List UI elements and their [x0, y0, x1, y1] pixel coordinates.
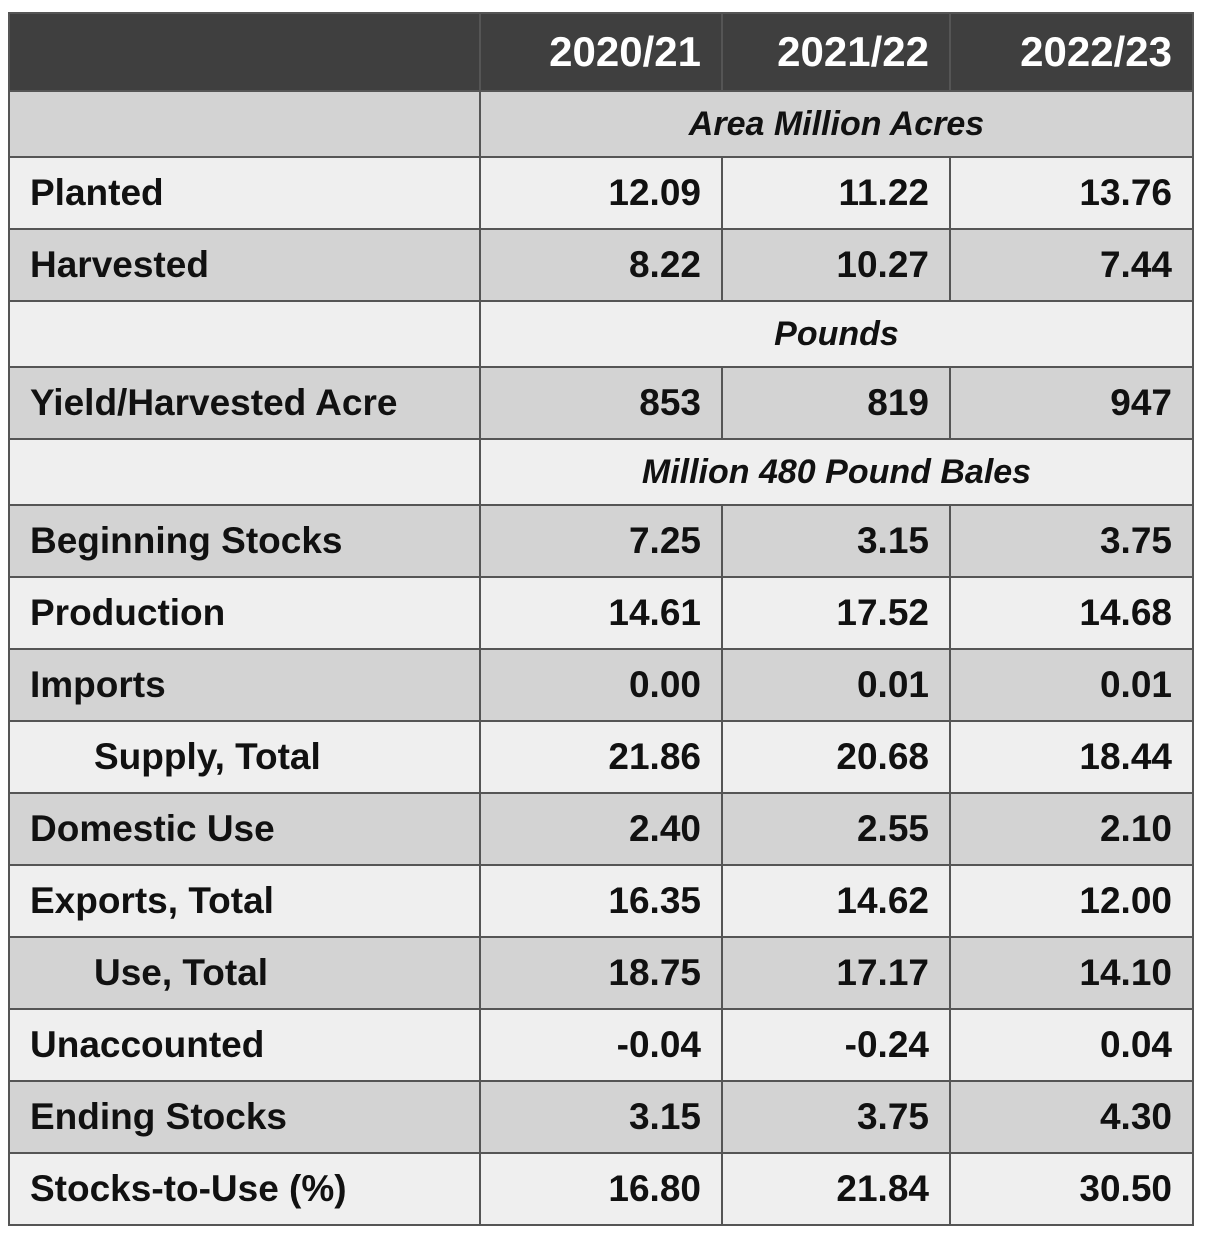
value-cell: 853 [479, 366, 723, 440]
value-cell: 14.62 [721, 864, 951, 938]
data-row: Stocks-to-Use (%) 16.80 21.84 30.50 [8, 1152, 1194, 1226]
row-label: Supply, Total [8, 720, 481, 794]
label-cell [8, 90, 481, 158]
value-cell: 14.10 [949, 936, 1194, 1010]
data-row: Ending Stocks 3.15 3.75 4.30 [8, 1080, 1194, 1154]
value-cell: -0.24 [721, 1008, 951, 1082]
value-cell: 13.76 [949, 156, 1194, 230]
value-cell: 30.50 [949, 1152, 1194, 1226]
value-cell: 16.80 [479, 1152, 723, 1226]
value-cell: 14.61 [479, 576, 723, 650]
row-label: Beginning Stocks [8, 504, 481, 578]
row-label: Ending Stocks [8, 1080, 481, 1154]
value-cell: -0.04 [479, 1008, 723, 1082]
supply-demand-table: 2020/21 2021/22 2022/23 Area Million Acres… [8, 12, 1194, 1226]
label-cell [8, 438, 481, 506]
row-label: Yield/Harvested Acre [8, 366, 481, 440]
unit-label: Million 480 Pound Bales [479, 438, 1194, 506]
unit-label: Area Million Acres [479, 90, 1194, 158]
unit-label: Pounds [479, 300, 1194, 368]
row-label: Harvested [8, 228, 481, 302]
row-label: Planted [8, 156, 481, 230]
data-row: Exports, Total 16.35 14.62 12.00 [8, 864, 1194, 938]
row-label: Stocks-to-Use (%) [8, 1152, 481, 1226]
header-row: 2020/21 2021/22 2022/23 [8, 12, 1194, 92]
row-label: Domestic Use [8, 792, 481, 866]
row-label: Imports [8, 648, 481, 722]
value-cell: 819 [721, 366, 951, 440]
data-row: Unaccounted -0.04 -0.24 0.04 [8, 1008, 1194, 1082]
row-label: Production [8, 576, 481, 650]
data-row: Supply, Total 21.86 20.68 18.44 [8, 720, 1194, 794]
value-cell: 947 [949, 366, 1194, 440]
column-header: 2021/22 [721, 12, 951, 92]
value-cell: 3.75 [949, 504, 1194, 578]
value-cell: 8.22 [479, 228, 723, 302]
column-header: 2022/23 [949, 12, 1194, 92]
row-label: Exports, Total [8, 864, 481, 938]
label-cell [8, 300, 481, 368]
column-header: 2020/21 [479, 12, 723, 92]
row-label: Unaccounted [8, 1008, 481, 1082]
value-cell: 11.22 [721, 156, 951, 230]
unit-row: Pounds [8, 300, 1194, 368]
value-cell: 17.17 [721, 936, 951, 1010]
data-row: Use, Total 18.75 17.17 14.10 [8, 936, 1194, 1010]
value-cell: 2.40 [479, 792, 723, 866]
value-cell: 3.75 [721, 1080, 951, 1154]
data-row: Harvested 8.22 10.27 7.44 [8, 228, 1194, 302]
value-cell: 12.09 [479, 156, 723, 230]
header-corner [8, 12, 481, 92]
value-cell: 16.35 [479, 864, 723, 938]
value-cell: 0.01 [721, 648, 951, 722]
value-cell: 0.00 [479, 648, 723, 722]
data-row: Domestic Use 2.40 2.55 2.10 [8, 792, 1194, 866]
value-cell: 21.86 [479, 720, 723, 794]
data-row: Imports 0.00 0.01 0.01 [8, 648, 1194, 722]
table-body: Area Million Acres Planted 12.09 11.22 13.76… [8, 90, 1194, 1226]
data-row: Production 14.61 17.52 14.68 [8, 576, 1194, 650]
value-cell: 14.68 [949, 576, 1194, 650]
value-cell: 12.00 [949, 864, 1194, 938]
value-cell: 21.84 [721, 1152, 951, 1226]
value-cell: 10.27 [721, 228, 951, 302]
value-cell: 0.04 [949, 1008, 1194, 1082]
value-cell: 3.15 [479, 1080, 723, 1154]
unit-row: Area Million Acres [8, 90, 1194, 158]
data-row: Planted 12.09 11.22 13.76 [8, 156, 1194, 230]
value-cell: 18.75 [479, 936, 723, 1010]
value-cell: 20.68 [721, 720, 951, 794]
value-cell: 17.52 [721, 576, 951, 650]
value-cell: 2.10 [949, 792, 1194, 866]
data-row: Beginning Stocks 7.25 3.15 3.75 [8, 504, 1194, 578]
unit-row: Million 480 Pound Bales [8, 438, 1194, 506]
value-cell: 2.55 [721, 792, 951, 866]
value-cell: 7.25 [479, 504, 723, 578]
row-label: Use, Total [8, 936, 481, 1010]
value-cell: 0.01 [949, 648, 1194, 722]
value-cell: 4.30 [949, 1080, 1194, 1154]
value-cell: 7.44 [949, 228, 1194, 302]
data-row: Yield/Harvested Acre 853 819 947 [8, 366, 1194, 440]
value-cell: 18.44 [949, 720, 1194, 794]
value-cell: 3.15 [721, 504, 951, 578]
